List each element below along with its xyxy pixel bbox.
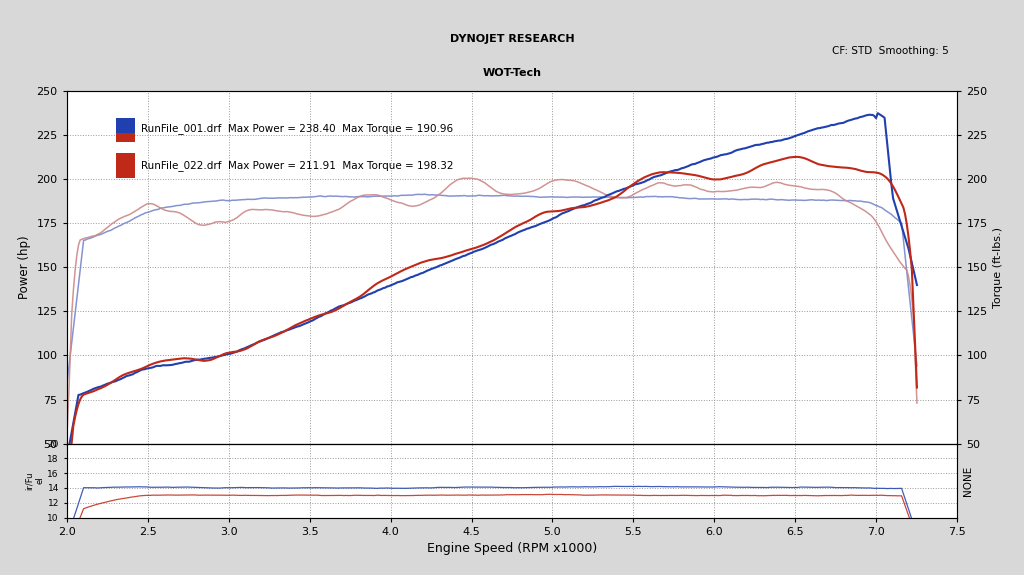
Text: RunFile_022.drf  Max Power = 211.91  Max Torque = 198.32: RunFile_022.drf Max Power = 211.91 Max T… (140, 160, 453, 171)
Y-axis label: Torque (ft-lbs.): Torque (ft-lbs.) (993, 227, 1004, 308)
Text: WOT-Tech: WOT-Tech (482, 68, 542, 78)
Y-axis label: Power (hp): Power (hp) (17, 236, 31, 299)
X-axis label: Engine Speed (RPM x1000): Engine Speed (RPM x1000) (427, 542, 597, 555)
Bar (116, 133, 135, 142)
Bar (116, 153, 135, 178)
Text: RunFile_001.drf  Max Power = 238.40  Max Torque = 190.96: RunFile_001.drf Max Power = 238.40 Max T… (140, 122, 453, 133)
Y-axis label: ir/Fu
el: ir/Fu el (26, 472, 45, 490)
Text: CF: STD  Smoothing: 5: CF: STD Smoothing: 5 (831, 45, 948, 56)
Y-axis label: NONE: NONE (963, 465, 973, 496)
Bar (116, 117, 135, 142)
Text: DYNOJET RESEARCH: DYNOJET RESEARCH (450, 34, 574, 44)
